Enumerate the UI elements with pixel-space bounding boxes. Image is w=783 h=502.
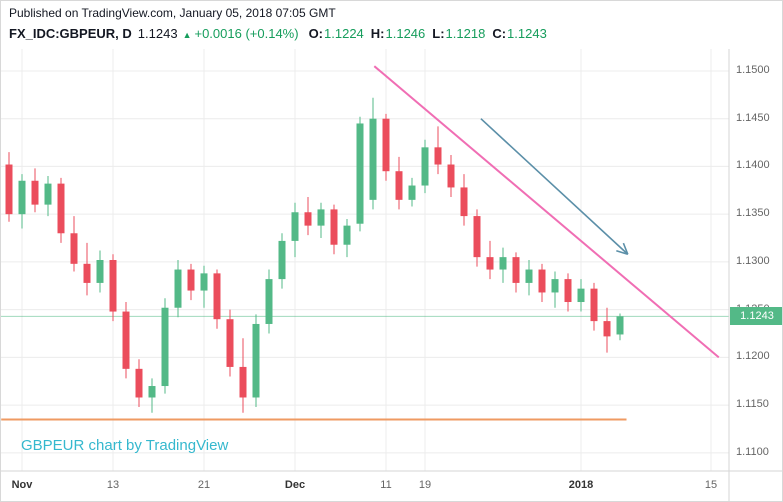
time-tick-label: Nov	[11, 479, 33, 491]
price-tick-label: 1.1450	[736, 111, 770, 124]
low-label: L:	[432, 26, 445, 41]
high-label: H:	[370, 26, 385, 41]
time-tick-label: 19	[418, 479, 432, 491]
time-tick-label: 13	[106, 479, 120, 491]
price-tick-label: 1.1200	[736, 350, 770, 363]
price-tick-label: 1.1100	[736, 445, 769, 458]
price-tick-label: 1.1400	[736, 159, 770, 172]
price-change: +0.0016 (+0.14%)	[194, 26, 299, 41]
price-tick-label: 1.1350	[736, 207, 770, 220]
price-tick-label: 1.1150	[736, 398, 769, 411]
time-axis[interactable]: Nov 13 21 Dec 11 19 2018 15	[1, 471, 782, 501]
symbol-legend[interactable]: FX_IDC:GBPEUR, D 1.1243 ▲ +0.0016 (+0.14…	[9, 26, 554, 41]
time-tick-label: 2018	[568, 479, 594, 491]
price-tick-label: 1.1500	[736, 63, 770, 76]
time-tick-label: Dec	[284, 479, 306, 491]
open-label: O:	[308, 26, 324, 41]
price-tick-label: 1.1300	[736, 254, 770, 267]
close-label: C:	[492, 26, 507, 41]
open-value: 1.1224	[324, 26, 364, 41]
low-value: 1.1218	[445, 26, 486, 41]
time-tick-label: 21	[197, 479, 211, 491]
published-caption: Published on TradingView.com, January 05…	[9, 6, 336, 20]
current-price-label: 1.1243	[730, 307, 782, 326]
high-value: 1.1246	[385, 26, 426, 41]
close-value: 1.1243	[507, 26, 547, 41]
time-tick-label: 11	[380, 479, 392, 491]
time-tick-label: 15	[704, 479, 718, 491]
price-axis[interactable]: 1.15001.14501.14001.13501.13001.12501.12…	[729, 1, 782, 471]
watermark-link[interactable]: GBPEUR chart by TradingView	[21, 437, 229, 454]
symbol-name: FX_IDC:GBPEUR, D	[9, 26, 132, 41]
last-price: 1.1243	[137, 26, 178, 41]
up-triangle-icon: ▲	[182, 30, 192, 40]
